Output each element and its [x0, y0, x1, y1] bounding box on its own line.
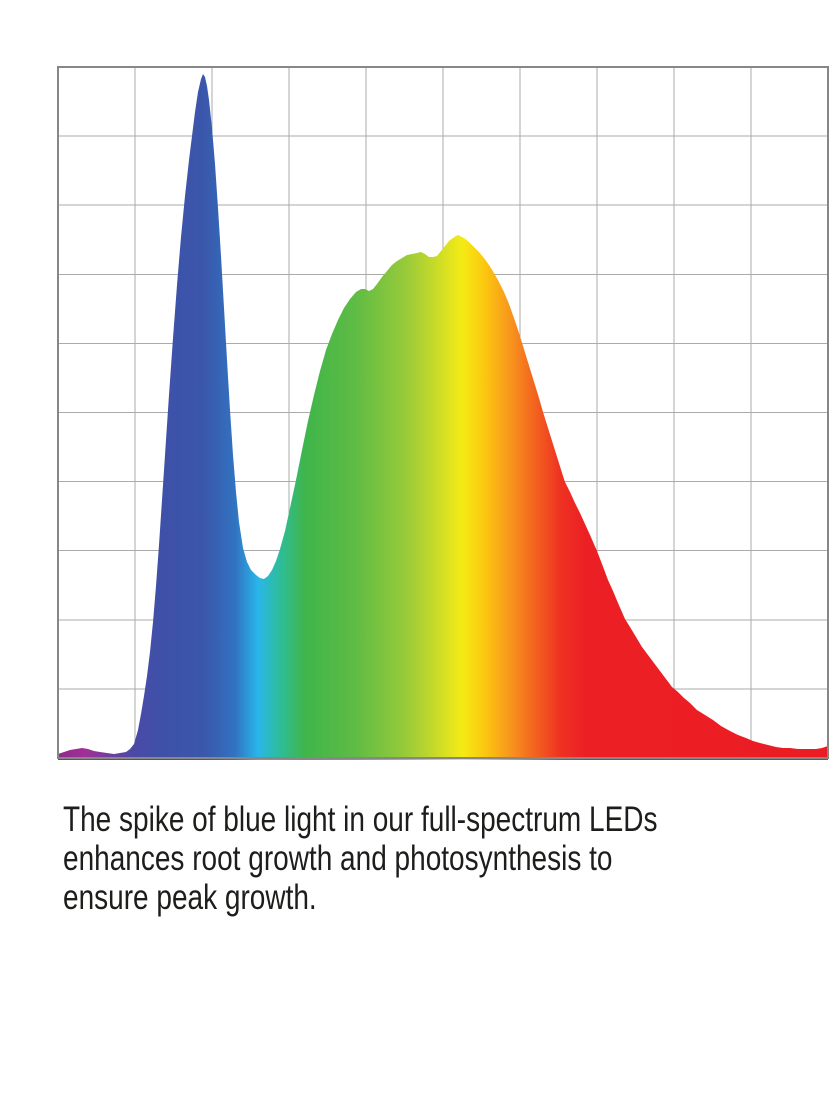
caption: The spike of blue light in our full-spec…: [63, 800, 783, 917]
caption-line: ensure peak growth.: [63, 878, 317, 917]
spectrum-area-path: [58, 74, 828, 760]
chart-border: [57, 66, 829, 759]
spectrum-chart: [57, 66, 829, 760]
spectrum-chart-svg: [57, 66, 829, 760]
caption-line: The spike of blue light in our full-spec…: [63, 800, 658, 839]
caption-line: enhances root growth and photosynthesis …: [63, 839, 613, 878]
